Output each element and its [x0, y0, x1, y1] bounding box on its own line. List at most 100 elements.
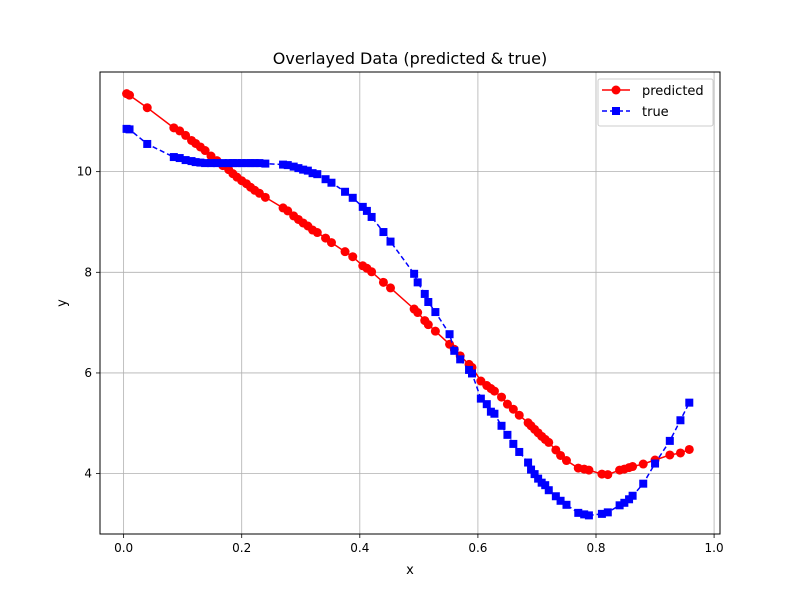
data-point-predicted — [497, 392, 507, 402]
data-point-predicted — [628, 462, 638, 472]
data-point-true — [556, 496, 565, 505]
data-point-true — [685, 398, 694, 407]
legend: predicted true — [597, 78, 714, 127]
data-point-true — [348, 193, 357, 202]
data-point-true — [289, 162, 298, 171]
data-point-true — [125, 125, 134, 134]
data-point-predicted — [556, 450, 566, 460]
y-axis-label: y — [55, 299, 70, 307]
data-point-predicted — [283, 206, 293, 216]
data-point-predicted — [200, 146, 210, 156]
plot-frame — [99, 71, 721, 535]
data-point-predicted — [340, 247, 350, 257]
data-point-true — [482, 400, 491, 409]
data-point-predicted — [544, 437, 554, 447]
data-point-predicted — [561, 456, 571, 466]
data-point-true — [207, 159, 216, 168]
data-point-true — [327, 178, 336, 187]
data-point-true — [196, 158, 205, 167]
data-point-true — [450, 346, 459, 355]
data-point-true — [562, 500, 571, 509]
data-point-predicted — [584, 465, 594, 475]
data-point-true — [410, 269, 419, 278]
data-point-true — [283, 161, 292, 170]
data-point-predicted — [378, 277, 388, 287]
data-point-true — [143, 139, 152, 148]
data-point-true — [509, 439, 518, 448]
series-predicted — [122, 89, 694, 480]
data-point-true — [367, 212, 376, 221]
data-point-true — [308, 169, 317, 178]
data-point-true — [490, 409, 499, 418]
data-point-true — [358, 202, 367, 211]
y-tick-label: 6 — [84, 366, 92, 380]
data-point-true — [551, 492, 560, 501]
data-point-predicted — [684, 444, 694, 454]
x-tick-label: 0.6 — [468, 541, 487, 555]
legend-true-label: true — [642, 105, 669, 120]
data-point-predicted — [430, 326, 440, 336]
data-point-predicted — [489, 386, 499, 396]
data-point-true — [313, 170, 322, 179]
data-point-true — [201, 159, 210, 168]
x-tick-label: 1.0 — [705, 541, 724, 555]
x-tick-label: 0.4 — [350, 541, 369, 555]
series-layer — [122, 89, 694, 520]
data-point-true — [524, 458, 533, 467]
data-point-predicted — [181, 130, 191, 140]
data-point-true — [503, 430, 512, 439]
y-tick-label: 4 — [84, 467, 92, 481]
data-point-true — [175, 154, 184, 163]
data-point-predicted — [142, 103, 152, 113]
grid — [100, 72, 720, 534]
y-tick-label: 8 — [84, 265, 92, 279]
data-point-predicted — [675, 448, 685, 458]
data-point-true — [279, 160, 288, 169]
data-point-true — [445, 330, 454, 339]
data-point-true — [187, 157, 196, 166]
data-point-predicted — [125, 90, 135, 100]
x-tick-label: 0.8 — [586, 541, 605, 555]
data-point-true — [379, 228, 388, 237]
data-point-true — [574, 508, 583, 517]
data-point-true — [218, 159, 227, 168]
chart-title: Overlayed Data (predicted & true) — [273, 49, 547, 68]
data-point-true — [651, 459, 660, 468]
legend-true-marker — [612, 107, 620, 115]
series-true — [122, 124, 694, 520]
data-point-true — [534, 474, 543, 483]
data-point-true — [580, 510, 589, 519]
data-point-true — [341, 187, 350, 196]
data-point-true — [246, 159, 255, 168]
data-point-true — [603, 508, 612, 517]
data-point-true — [541, 481, 550, 490]
data-point-predicted — [386, 283, 396, 293]
data-point-true — [420, 289, 429, 298]
data-point-true — [232, 159, 241, 168]
data-point-true — [228, 159, 237, 168]
data-point-true — [261, 159, 270, 168]
data-point-true — [242, 159, 251, 168]
data-point-true — [424, 297, 433, 306]
data-point-true — [431, 308, 440, 317]
data-point-true — [676, 416, 685, 425]
data-point-true — [530, 470, 539, 479]
legend-predicted-marker — [611, 85, 621, 95]
data-point-predicted — [312, 228, 322, 238]
data-point-true — [237, 159, 246, 168]
data-point-true — [515, 447, 524, 456]
legend-predicted-label: predicted — [642, 84, 704, 99]
data-point-true — [191, 158, 200, 167]
data-point-true — [468, 369, 476, 378]
data-point-true — [224, 159, 233, 168]
data-point-true — [628, 491, 637, 500]
data-point-true — [476, 394, 485, 403]
data-point-true — [527, 465, 536, 474]
data-point-predicted — [502, 399, 512, 409]
data-point-true — [321, 175, 330, 184]
data-point-true — [255, 159, 264, 168]
data-point-predicted — [326, 238, 336, 248]
data-point-true — [294, 164, 303, 173]
ticks: 0.0 0.2 0.4 0.6 0.8 1.0 4 6 8 10 — [77, 165, 724, 555]
